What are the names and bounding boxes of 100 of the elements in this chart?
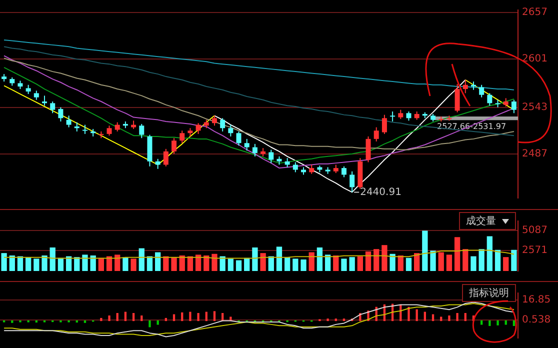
candlestick [374,126,379,142]
bar [503,257,509,271]
candlestick [398,109,404,120]
y-tick-label: 2543 [522,102,548,113]
candlestick [58,106,64,122]
annotation: 2440.91 [360,186,402,198]
bar [189,312,192,322]
bar [228,258,234,271]
bar [357,256,363,271]
bar [82,254,88,271]
bar [462,249,468,271]
bar [50,247,56,271]
bar [84,320,86,323]
bar [195,254,202,271]
bar [478,249,484,271]
candlestick [382,114,387,134]
y-tick-label: 2657 [522,7,548,18]
bar [244,258,250,271]
bar [446,254,452,271]
bar [204,255,210,271]
bar [464,313,466,322]
bar [1,253,7,271]
candlestick [228,124,234,137]
bar [308,252,314,271]
bar [342,318,346,322]
candlestick [292,162,298,173]
bar [430,250,436,271]
bar [11,320,14,323]
bar [171,257,177,271]
bar [132,313,135,322]
bar [382,245,388,271]
candlestick [454,84,460,113]
bar [416,309,418,322]
bar [438,252,444,271]
bar [236,260,242,271]
candlestick [390,110,396,122]
bar [74,257,80,271]
bar [440,316,442,322]
candlestick [366,136,371,163]
bar [148,320,151,328]
bar [130,258,136,271]
bar [408,306,410,322]
bar [155,252,161,271]
bar [212,254,218,271]
bar [58,258,64,271]
bar [454,237,460,271]
bar [163,256,169,271]
bar [511,250,517,271]
candlestick [350,170,355,193]
bar [252,247,258,271]
bar [140,315,143,322]
candlestick [163,148,168,167]
bar [42,255,48,271]
bar [276,246,282,271]
bar [512,320,516,326]
bar [9,255,15,271]
bar [456,313,458,322]
bar [100,318,102,322]
bar [114,254,120,271]
bar [98,258,104,271]
bar [90,255,96,271]
candlestick [74,122,80,132]
candlestick [82,124,88,134]
bar [205,312,208,322]
candlestick [172,138,177,154]
bar [406,258,412,271]
bar [398,255,404,271]
candlestick [244,138,250,152]
candlestick [511,99,516,114]
bar [138,248,144,271]
bar [197,313,200,322]
candlestick [139,123,144,139]
candlestick [180,130,185,144]
bar [124,312,127,322]
bar [324,254,331,271]
candlestick [341,166,346,178]
bar [26,257,32,271]
y-tick-label: 5087 [522,224,548,236]
chart-title: 成交量 [466,214,496,228]
candlestick [309,164,314,174]
bar [422,230,428,271]
candlestick [462,79,468,94]
candlestick [66,115,72,128]
bar [213,311,216,322]
bar [494,250,501,271]
candlestick [114,122,120,132]
candlestick [155,158,160,170]
bar [424,312,426,322]
bar [480,320,483,325]
candlestick [479,84,484,98]
candlestick [284,158,290,168]
candlestick [406,110,412,122]
candlestick [268,149,274,164]
bar [365,251,372,271]
bar [260,253,266,271]
bar [349,257,355,271]
bar [448,315,450,322]
y-tick-label: 16.85 [522,294,551,306]
bar [470,256,476,271]
candlestick [42,95,48,106]
